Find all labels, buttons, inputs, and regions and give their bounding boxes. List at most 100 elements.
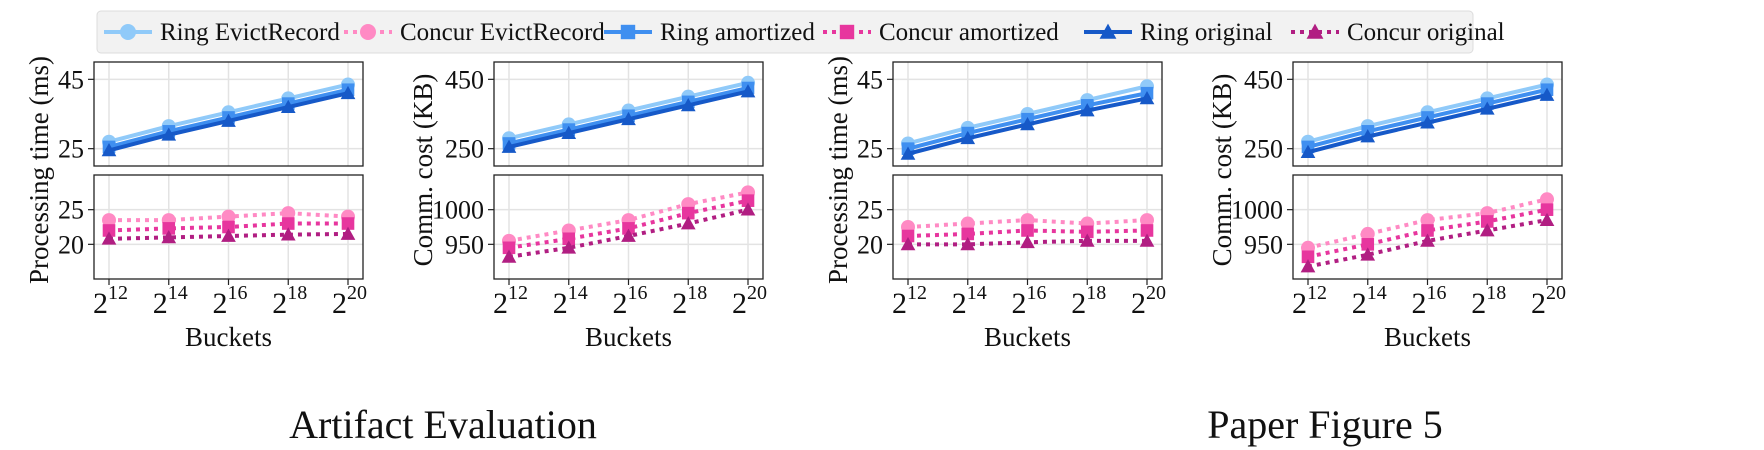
series-concur-amortized	[502, 194, 755, 255]
y-tick-label: 25	[857, 135, 883, 164]
data-point	[1079, 233, 1095, 247]
data-point	[1139, 233, 1155, 247]
data-point	[1361, 238, 1375, 251]
legend-item-ring-evictrecord: Ring EvictRecord	[104, 19, 340, 46]
x-tick-label: 214	[952, 282, 987, 320]
x-tick-label: 218	[272, 282, 307, 320]
legend-label: Ring EvictRecord	[160, 19, 340, 46]
data-point	[900, 236, 916, 251]
x-tick-exponent: 12	[1307, 282, 1327, 304]
group-title-paper-figure-5: Paper Figure 5	[1207, 402, 1443, 447]
y-tick-label: 250	[1244, 135, 1283, 164]
y-tick-label: 25	[58, 135, 84, 164]
series-ring-original	[101, 85, 356, 157]
legend-item-ring-original: Ring original	[1084, 19, 1273, 46]
data-point	[501, 139, 517, 153]
panel-artifact-evaluation-time-top: 25 45	[58, 61, 364, 167]
y-tick-label: 20	[58, 230, 84, 259]
data-point	[1020, 213, 1035, 228]
group-title-artifact-evaluation: Artifact Evaluation	[289, 402, 597, 447]
x-tick-exponent: 20	[347, 282, 367, 304]
panel-frame	[493, 61, 764, 167]
data-point	[1140, 213, 1154, 228]
data-point	[1300, 144, 1316, 159]
series-concur-original	[101, 226, 356, 245]
x-tick-base: 2	[1412, 287, 1427, 320]
x-tick-label: 214	[553, 282, 588, 320]
x-tick-exponent: 18	[1086, 282, 1106, 304]
data-point	[960, 236, 976, 251]
legend-label: Concur EvictRecord	[400, 19, 605, 46]
data-point	[281, 217, 295, 230]
data-point	[221, 113, 236, 127]
x-tick-base: 2	[1131, 287, 1146, 320]
legend-item-concur-original: Concur original	[1291, 19, 1505, 46]
x-tick-base: 2	[332, 287, 347, 320]
legend-marker-square	[839, 24, 855, 40]
series-concur-amortized	[102, 217, 355, 237]
data-point	[1421, 224, 1434, 237]
y-axis-label-time: Processing time (ms)	[24, 56, 54, 284]
data-point	[1079, 103, 1095, 117]
x-tick-exponent: 14	[967, 282, 987, 304]
y-axis-label-comm: Comm. cost (KB)	[1207, 74, 1237, 267]
x-tick-label: 220	[1131, 282, 1166, 320]
data-point	[622, 222, 635, 235]
x-tick-exponent: 12	[907, 282, 927, 304]
panel-frame	[892, 61, 1163, 167]
data-point	[501, 249, 517, 263]
x-tick-exponent: 16	[628, 282, 648, 304]
x-tick-base: 2	[1012, 287, 1027, 320]
x-tick-base: 2	[1071, 287, 1086, 320]
x-tick-base: 2	[153, 287, 168, 320]
x-axis-label: Buckets	[585, 322, 672, 352]
data-point	[1480, 215, 1494, 228]
panel-paper-figure-5-comm-top: 250 450	[1244, 61, 1563, 167]
legend-label: Ring original	[1140, 19, 1273, 46]
x-tick-base: 2	[952, 287, 967, 320]
legend-marker-square	[620, 24, 636, 40]
x-tick-label: 212	[1292, 282, 1327, 320]
data-point	[621, 228, 636, 242]
y-tick-label: 950	[445, 230, 484, 259]
x-tick-label: 218	[672, 282, 707, 320]
y-tick-label: 45	[58, 65, 84, 94]
data-point	[1080, 225, 1094, 239]
series-concur-amortized	[901, 224, 1154, 243]
data-point	[340, 85, 356, 100]
x-tick-base: 2	[732, 287, 747, 320]
data-point	[161, 230, 177, 244]
x-tick-exponent: 12	[508, 282, 528, 304]
data-point	[741, 194, 755, 207]
panel-frame	[93, 61, 364, 167]
data-point	[162, 222, 176, 235]
x-tick-base: 2	[553, 287, 568, 320]
x-tick-exponent: 16	[1427, 282, 1447, 304]
labels: Artifact Evaluation Paper Figure 5 212 21…	[24, 56, 1566, 447]
data-point	[221, 209, 236, 224]
x-tick-base: 2	[613, 287, 628, 320]
legend-label: Concur original	[1347, 19, 1505, 46]
x-tick-label: 218	[1471, 282, 1506, 320]
x-tick-label: 216	[613, 282, 648, 320]
data-point	[1021, 224, 1034, 237]
y-tick-label: 1000	[1231, 196, 1283, 225]
y-tick-label: 1000	[432, 196, 484, 225]
plots: 2545202525045095010002545202525045095010…	[58, 61, 1563, 285]
x-tick-exponent: 20	[1146, 282, 1166, 304]
data-point	[1360, 226, 1375, 241]
data-point	[101, 143, 117, 157]
x-axis-label: Buckets	[1384, 322, 1471, 352]
panel-artifact-evaluation-comm-bottom: 950 1000	[432, 174, 764, 285]
data-point	[1020, 234, 1035, 249]
series-concur-evictrecord	[901, 213, 1154, 234]
x-tick-label: 212	[93, 282, 128, 320]
x-tick-label: 220	[332, 282, 367, 320]
data-point	[740, 84, 756, 98]
panel-frame	[1292, 61, 1563, 167]
x-tick-exponent: 18	[1486, 282, 1506, 304]
x-tick-exponent: 18	[287, 282, 307, 304]
data-point	[1139, 91, 1155, 105]
x-tick-label: 220	[1531, 282, 1566, 320]
